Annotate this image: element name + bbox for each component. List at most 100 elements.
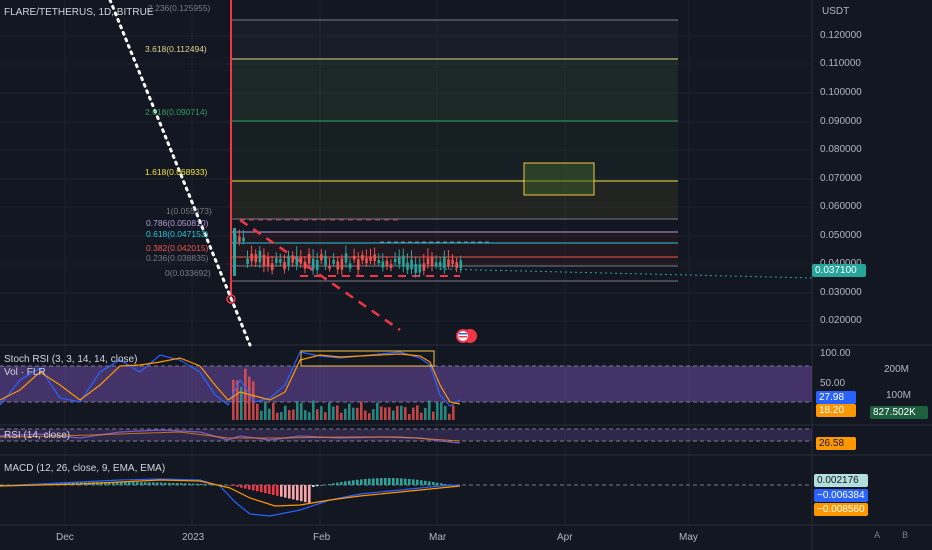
macd-hist-bar bbox=[444, 484, 447, 485]
volume-bar bbox=[336, 405, 339, 420]
volume-bar bbox=[252, 381, 255, 420]
candle-body bbox=[279, 259, 282, 263]
price-tick-label: 0.050000 bbox=[820, 230, 862, 241]
macd-hist-bar bbox=[248, 485, 251, 490]
macd-hist-bar bbox=[136, 482, 139, 485]
macd-hist-bar bbox=[200, 483, 203, 485]
time-label-apr: Apr bbox=[557, 532, 573, 543]
macd-hist-bar bbox=[172, 482, 175, 485]
fib-label-0236: 0.236(0.038835) bbox=[146, 253, 209, 263]
candlesticks bbox=[233, 228, 463, 278]
price-tick-label: 0.080000 bbox=[820, 144, 862, 155]
volume-bar bbox=[376, 402, 379, 420]
candle-body bbox=[455, 262, 458, 269]
volume-bar bbox=[272, 402, 275, 420]
fib-label-2236: 2.236(0.125955) bbox=[148, 3, 211, 13]
candle-body bbox=[287, 255, 290, 266]
candle-body bbox=[406, 262, 409, 270]
macd-hist-bar bbox=[164, 482, 167, 485]
log-scale-button[interactable]: B bbox=[902, 531, 909, 541]
macd-hist-bar bbox=[336, 482, 339, 485]
macd-hist-bar bbox=[52, 483, 55, 485]
macd-hist-bar bbox=[168, 482, 171, 485]
macd-hist-bar bbox=[440, 483, 443, 485]
macd-hist-bar bbox=[292, 485, 295, 500]
stoch-level-50: 50.00 bbox=[820, 378, 846, 389]
macd-hist-bar bbox=[0, 485, 3, 486]
fib-retracement bbox=[230, 19, 678, 282]
macd-hist-bar bbox=[176, 483, 179, 485]
macd-hist-bar bbox=[140, 482, 143, 485]
price-tick-label: 0.060000 bbox=[820, 201, 862, 212]
candle-body bbox=[373, 254, 376, 262]
time-label-2023: 2023 bbox=[182, 532, 205, 543]
macd-hist-bar bbox=[152, 482, 155, 485]
macd-hist-bar bbox=[376, 478, 379, 485]
volume-title[interactable]: Vol · FLR bbox=[4, 367, 46, 378]
rsi-title[interactable]: RSI (14, close) bbox=[4, 430, 71, 441]
fib-label-1618: 1.618(0.068933) bbox=[145, 167, 208, 177]
volume-bar bbox=[280, 412, 283, 420]
macd-hist-bar bbox=[116, 482, 119, 485]
volume-bar bbox=[396, 406, 399, 420]
volume-bar bbox=[360, 401, 363, 420]
fib-label-0786: 0.786(0.050810) bbox=[146, 218, 209, 228]
macd-hist-bar bbox=[240, 485, 243, 488]
candle-body bbox=[377, 260, 381, 264]
volume-bar bbox=[392, 410, 395, 420]
macd-hist-bar bbox=[288, 485, 291, 499]
candle-body bbox=[233, 228, 236, 276]
candle-body bbox=[246, 258, 249, 264]
macd-hist-bar bbox=[432, 481, 435, 485]
volume-bar bbox=[436, 402, 439, 420]
volume-bar bbox=[300, 402, 303, 420]
stoch-k-value: 27.98 bbox=[816, 391, 856, 404]
volume-bar bbox=[444, 406, 447, 420]
price-tick-label: 0.110000 bbox=[820, 58, 861, 69]
macd-hist-bar bbox=[396, 478, 399, 485]
macd-hist-bar bbox=[424, 480, 427, 485]
candle-body bbox=[443, 256, 446, 269]
candle-body bbox=[365, 258, 368, 264]
macd-hist-bar bbox=[156, 482, 159, 485]
volume-bar bbox=[320, 406, 323, 420]
auto-scale-button[interactable]: A bbox=[874, 531, 881, 541]
macd-hist-value: 0.002176 bbox=[814, 474, 868, 487]
volume-bar bbox=[324, 412, 327, 420]
macd-hist-bar bbox=[256, 485, 259, 492]
volume-bar bbox=[264, 401, 267, 420]
macd-hist-bar bbox=[132, 482, 135, 485]
macd-hist-bar bbox=[300, 485, 303, 502]
candle-body bbox=[275, 258, 278, 263]
volume-bar bbox=[328, 402, 331, 420]
stoch-rsi-title[interactable]: Stoch RSI (3, 3, 14, 14, close) bbox=[4, 354, 138, 365]
macd-hist-bar bbox=[264, 485, 267, 494]
macd-hist-bar bbox=[228, 485, 231, 486]
volume-bar bbox=[292, 409, 295, 420]
target-box bbox=[523, 162, 595, 196]
us-flag-event-icon bbox=[456, 329, 477, 343]
macd-hist-bar bbox=[404, 478, 407, 485]
symbol-title[interactable]: FLARE/TETHERUS, 1D, BITRUE bbox=[4, 7, 154, 18]
candle-body bbox=[385, 260, 389, 267]
macd-hist-bar bbox=[160, 482, 163, 485]
fib-label-3618: 3.618(0.112494) bbox=[145, 44, 207, 54]
macd-hist-bar bbox=[296, 485, 299, 501]
macd-hist-bar bbox=[244, 485, 247, 489]
price-tick-label: 0.120000 bbox=[820, 30, 862, 41]
volume-tick-200m: 200M bbox=[884, 364, 910, 375]
macd-hist-bar bbox=[4, 484, 7, 486]
volume-bar bbox=[448, 413, 451, 420]
volume-bar bbox=[372, 409, 375, 420]
volume-bar bbox=[256, 403, 259, 420]
volume-bar bbox=[364, 410, 367, 420]
candle-body bbox=[430, 257, 434, 267]
volume-bar bbox=[408, 413, 411, 420]
macd-title[interactable]: MACD (12, 26, close, 9, EMA, EMA) bbox=[4, 463, 166, 474]
volume-bar bbox=[412, 407, 415, 420]
candle-body bbox=[270, 263, 274, 271]
price-tick-label: 0.100000 bbox=[820, 87, 862, 98]
candle-body bbox=[422, 263, 426, 271]
candle-body bbox=[254, 254, 258, 263]
